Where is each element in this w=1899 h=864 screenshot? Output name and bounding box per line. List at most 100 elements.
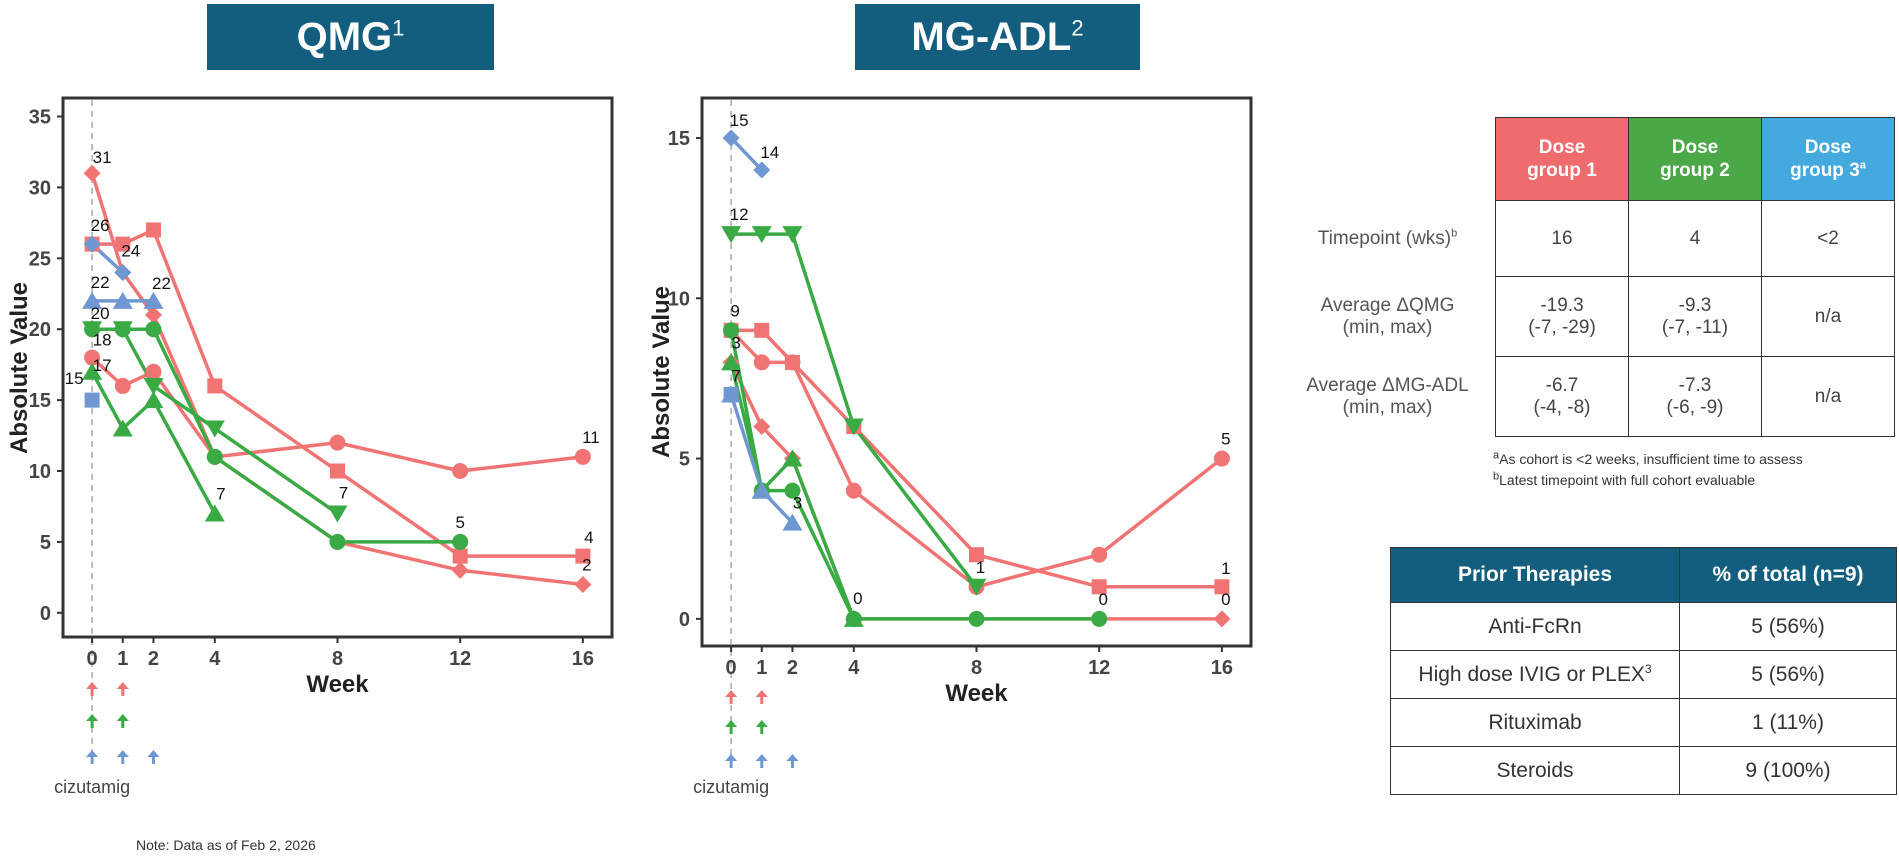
dose-group-3-line1: Dose bbox=[1804, 137, 1852, 158]
y-tick-label: 0 bbox=[679, 609, 690, 631]
cell-range: (-6, -9) bbox=[1666, 396, 1724, 418]
avg-qmg-group3: n/a bbox=[1761, 276, 1895, 357]
dose-group-table: Dose group 1 Dose group 2 Dose group 3a … bbox=[1280, 117, 1895, 437]
dose-arrow-group2 bbox=[725, 720, 738, 734]
data-point-group1-diamond bbox=[83, 164, 101, 182]
dose-arrow-group3 bbox=[147, 750, 160, 764]
x-tick-label: 0 bbox=[87, 648, 98, 670]
qmg-x-axis-label: Week bbox=[306, 671, 369, 698]
table-row: Steroids 9 (100%) bbox=[1390, 746, 1897, 795]
dose-arrow-group3 bbox=[725, 754, 738, 768]
dose-table-corner bbox=[1280, 118, 1496, 201]
dose-table-header-row: Dose group 1 Dose group 2 Dose group 3a bbox=[1280, 117, 1895, 201]
data-label: 1 bbox=[976, 558, 985, 577]
dose-table-row: Average ΔQMG (min, max) -19.3 (-7, -29) -9… bbox=[1280, 276, 1895, 357]
dose-arrow-head bbox=[755, 720, 768, 727]
dose-group-2-header: Dose group 2 bbox=[1628, 117, 1762, 201]
cell-value: <2 bbox=[1817, 227, 1839, 249]
data-label: 17 bbox=[93, 356, 112, 375]
data-point-group1-circle bbox=[452, 463, 469, 480]
therapy-value: 1 (11%) bbox=[1679, 698, 1897, 747]
data-label: 15 bbox=[65, 369, 84, 388]
cell-value: n/a bbox=[1814, 385, 1842, 407]
avg-mgadl-group1: -6.7 (-4, -8) bbox=[1495, 356, 1629, 437]
therapy-value: 5 (56%) bbox=[1679, 650, 1897, 699]
dose-group-3-line2: group 3 bbox=[1790, 160, 1860, 181]
dose-arrow-group3 bbox=[116, 750, 129, 764]
data-point-group1-square bbox=[115, 236, 131, 252]
data-point-group1-square bbox=[784, 354, 800, 370]
data-label: 14 bbox=[760, 143, 779, 162]
data-point-group1-circle bbox=[753, 354, 770, 371]
dose-arrow-head bbox=[725, 754, 738, 761]
table-row: High dose IVIG or PLEX3 5 (56%) bbox=[1390, 650, 1897, 699]
footnote-b: bLatest timepoint with full cohort evalu… bbox=[1493, 470, 1755, 488]
footnote-a: aAs cohort is <2 weeks, insufficient tim… bbox=[1493, 450, 1803, 467]
dose-arrow-head bbox=[725, 690, 738, 697]
dose-group-2-line1: Dose bbox=[1671, 137, 1719, 158]
data-point-group1-circle bbox=[145, 363, 162, 380]
data-point-group3-triangle-up bbox=[112, 291, 133, 309]
data-point-group1-diamond bbox=[1213, 610, 1231, 628]
data-label: 2 bbox=[582, 555, 591, 574]
dose-arrow-head bbox=[86, 750, 99, 757]
x-tick-label: 4 bbox=[209, 648, 221, 670]
data-point-group2-triangle-down bbox=[204, 420, 225, 438]
x-tick-label: 16 bbox=[1211, 657, 1233, 679]
timepoint-group3: <2 bbox=[1761, 200, 1895, 277]
avg-qmg-label-line2: (min, max) bbox=[1342, 316, 1433, 338]
cell-value: -6.7 bbox=[1545, 374, 1579, 396]
data-label: 3 bbox=[731, 333, 740, 352]
data-label: 12 bbox=[730, 205, 749, 224]
therapy-value: 5 (56%) bbox=[1679, 602, 1897, 651]
x-tick-label: 12 bbox=[1088, 657, 1110, 679]
avg-mgadl-label-line1: Average ΔMG-ADL bbox=[1306, 374, 1469, 396]
therapy-text: Steroids bbox=[1496, 758, 1574, 782]
data-label: 7 bbox=[339, 484, 348, 503]
data-label: 18 bbox=[93, 331, 112, 350]
table-row: Anti-FcRn 5 (56%) bbox=[1390, 602, 1897, 651]
data-point-group1-circle bbox=[845, 482, 862, 499]
x-tick-label: 12 bbox=[449, 648, 471, 670]
timepoint-group1: 16 bbox=[1495, 200, 1629, 277]
data-point-group3-diamond bbox=[83, 235, 101, 253]
dose-arrow-head bbox=[786, 754, 799, 761]
therapy-name: Rituximab bbox=[1390, 698, 1680, 747]
data-date-note: Note: Data as of Feb 2, 2026 bbox=[136, 837, 316, 853]
data-point-group1-diamond bbox=[451, 561, 469, 579]
x-tick-label: 0 bbox=[726, 657, 737, 679]
series-line-group2-triangle-up bbox=[90, 370, 217, 515]
dose-arrow-group3 bbox=[755, 754, 768, 768]
data-point-group1-circle bbox=[1091, 546, 1108, 563]
data-point-group3-diamond bbox=[753, 161, 771, 179]
prior-therapies-table: Prior Therapies % of total (n=9) Anti-Fc… bbox=[1390, 547, 1897, 795]
data-label: 22 bbox=[152, 274, 171, 293]
dose-arrow-head bbox=[116, 682, 129, 689]
x-tick-label: 1 bbox=[117, 648, 128, 670]
data-point-group2-triangle-up bbox=[843, 609, 864, 627]
data-point-group1-square bbox=[575, 548, 591, 564]
cell-value: n/a bbox=[1814, 305, 1842, 327]
prior-therapies-header: Prior Therapies bbox=[1390, 547, 1680, 603]
timepoint-label-text: Timepoint (wks) bbox=[1317, 227, 1452, 249]
data-point-group2-triangle-down bbox=[327, 505, 348, 523]
avg-qmg-group1: -19.3 (-7, -29) bbox=[1495, 276, 1629, 357]
cell-range: (-7, -11) bbox=[1661, 316, 1729, 338]
data-label: 7 bbox=[731, 366, 740, 385]
data-point-group2-triangle-down bbox=[721, 226, 742, 244]
data-point-group1-circle bbox=[114, 377, 131, 394]
footnote-b-sup: b bbox=[1493, 470, 1500, 483]
therapy-text: Anti-FcRn bbox=[1488, 614, 1582, 638]
therapy-text: High dose IVIG or PLEX bbox=[1418, 662, 1645, 686]
percent-total-header: % of total (n=9) bbox=[1679, 547, 1897, 603]
dose-arrow-head bbox=[755, 690, 768, 697]
qmg-title-banner: QMG1 bbox=[207, 4, 494, 70]
qmg-cizutamig-label: cizutamig bbox=[54, 777, 130, 797]
y-tick-label: 35 bbox=[29, 107, 51, 129]
dose-arrow-head bbox=[86, 682, 99, 689]
dose-group-1-header: Dose group 1 bbox=[1495, 117, 1629, 201]
data-label: 0 bbox=[1098, 590, 1107, 609]
data-label: 1 bbox=[1221, 559, 1230, 578]
data-point-group2-triangle-down bbox=[112, 321, 133, 339]
